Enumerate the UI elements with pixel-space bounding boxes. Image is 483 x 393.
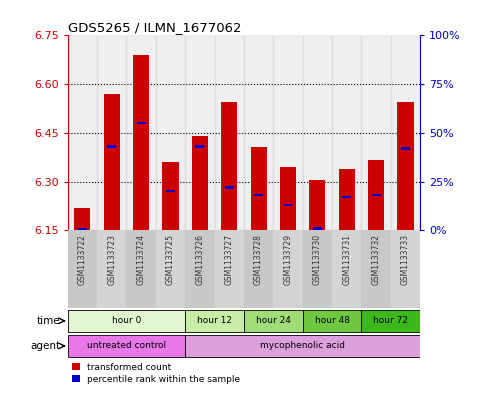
Bar bbox=[273, 35, 303, 230]
FancyBboxPatch shape bbox=[185, 334, 420, 357]
Bar bbox=[97, 35, 127, 230]
Bar bbox=[104, 94, 120, 230]
Bar bbox=[107, 145, 116, 148]
Bar bbox=[185, 230, 214, 308]
Legend: transformed count, percentile rank within the sample: transformed count, percentile rank withi… bbox=[69, 359, 244, 387]
Bar bbox=[332, 35, 361, 230]
FancyBboxPatch shape bbox=[244, 310, 303, 332]
Bar bbox=[303, 230, 332, 308]
Text: hour 72: hour 72 bbox=[373, 316, 408, 325]
Bar bbox=[303, 35, 332, 230]
Bar bbox=[97, 230, 127, 308]
Text: GSM1133733: GSM1133733 bbox=[401, 234, 410, 285]
Bar bbox=[361, 35, 391, 230]
Bar bbox=[244, 230, 273, 308]
Bar bbox=[254, 194, 263, 196]
Bar bbox=[309, 180, 326, 230]
Text: hour 0: hour 0 bbox=[112, 316, 141, 325]
Bar bbox=[68, 35, 97, 230]
Bar bbox=[133, 55, 149, 230]
Text: hour 24: hour 24 bbox=[256, 316, 291, 325]
FancyBboxPatch shape bbox=[185, 310, 244, 332]
Text: hour 12: hour 12 bbox=[197, 316, 232, 325]
Bar bbox=[192, 136, 208, 230]
Text: hour 48: hour 48 bbox=[314, 316, 350, 325]
Bar bbox=[401, 147, 410, 150]
Text: GSM1133725: GSM1133725 bbox=[166, 234, 175, 285]
Text: GSM1133722: GSM1133722 bbox=[78, 234, 87, 285]
Bar bbox=[368, 160, 384, 230]
Text: GSM1133727: GSM1133727 bbox=[225, 234, 234, 285]
Bar bbox=[273, 230, 303, 308]
Bar bbox=[196, 145, 204, 148]
Bar bbox=[342, 196, 351, 198]
Bar bbox=[284, 204, 292, 206]
Text: GSM1133728: GSM1133728 bbox=[254, 234, 263, 285]
Bar bbox=[156, 230, 185, 308]
Bar bbox=[74, 208, 90, 230]
Bar bbox=[166, 190, 175, 193]
FancyBboxPatch shape bbox=[68, 334, 185, 357]
Bar bbox=[156, 35, 185, 230]
Bar bbox=[398, 102, 413, 230]
Bar bbox=[185, 35, 214, 230]
Bar bbox=[127, 230, 156, 308]
Text: agent: agent bbox=[30, 341, 60, 351]
Bar bbox=[162, 162, 179, 230]
Text: time: time bbox=[37, 316, 60, 326]
Bar bbox=[313, 227, 322, 230]
Bar bbox=[78, 228, 87, 230]
FancyBboxPatch shape bbox=[68, 310, 185, 332]
Bar bbox=[221, 102, 237, 230]
Text: GDS5265 / ILMN_1677062: GDS5265 / ILMN_1677062 bbox=[68, 21, 241, 34]
Text: GSM1133726: GSM1133726 bbox=[195, 234, 204, 285]
Text: untreated control: untreated control bbox=[87, 342, 166, 351]
FancyBboxPatch shape bbox=[361, 310, 420, 332]
Bar bbox=[372, 194, 381, 196]
Text: GSM1133732: GSM1133732 bbox=[371, 234, 381, 285]
Bar bbox=[244, 35, 273, 230]
Bar bbox=[332, 230, 361, 308]
Bar bbox=[339, 169, 355, 230]
Bar bbox=[251, 147, 267, 230]
Bar bbox=[391, 230, 420, 308]
Bar bbox=[214, 35, 244, 230]
FancyBboxPatch shape bbox=[303, 310, 361, 332]
Bar bbox=[127, 35, 156, 230]
Text: GSM1133730: GSM1133730 bbox=[313, 234, 322, 285]
Bar bbox=[361, 230, 391, 308]
Bar bbox=[68, 230, 97, 308]
Bar bbox=[137, 122, 145, 124]
Text: GSM1133729: GSM1133729 bbox=[284, 234, 293, 285]
Text: GSM1133724: GSM1133724 bbox=[137, 234, 145, 285]
Bar bbox=[391, 35, 420, 230]
Bar bbox=[225, 186, 234, 189]
Bar bbox=[280, 167, 296, 230]
Bar bbox=[214, 230, 244, 308]
Text: GSM1133723: GSM1133723 bbox=[107, 234, 116, 285]
Text: mycophenolic acid: mycophenolic acid bbox=[260, 342, 345, 351]
Text: GSM1133731: GSM1133731 bbox=[342, 234, 351, 285]
